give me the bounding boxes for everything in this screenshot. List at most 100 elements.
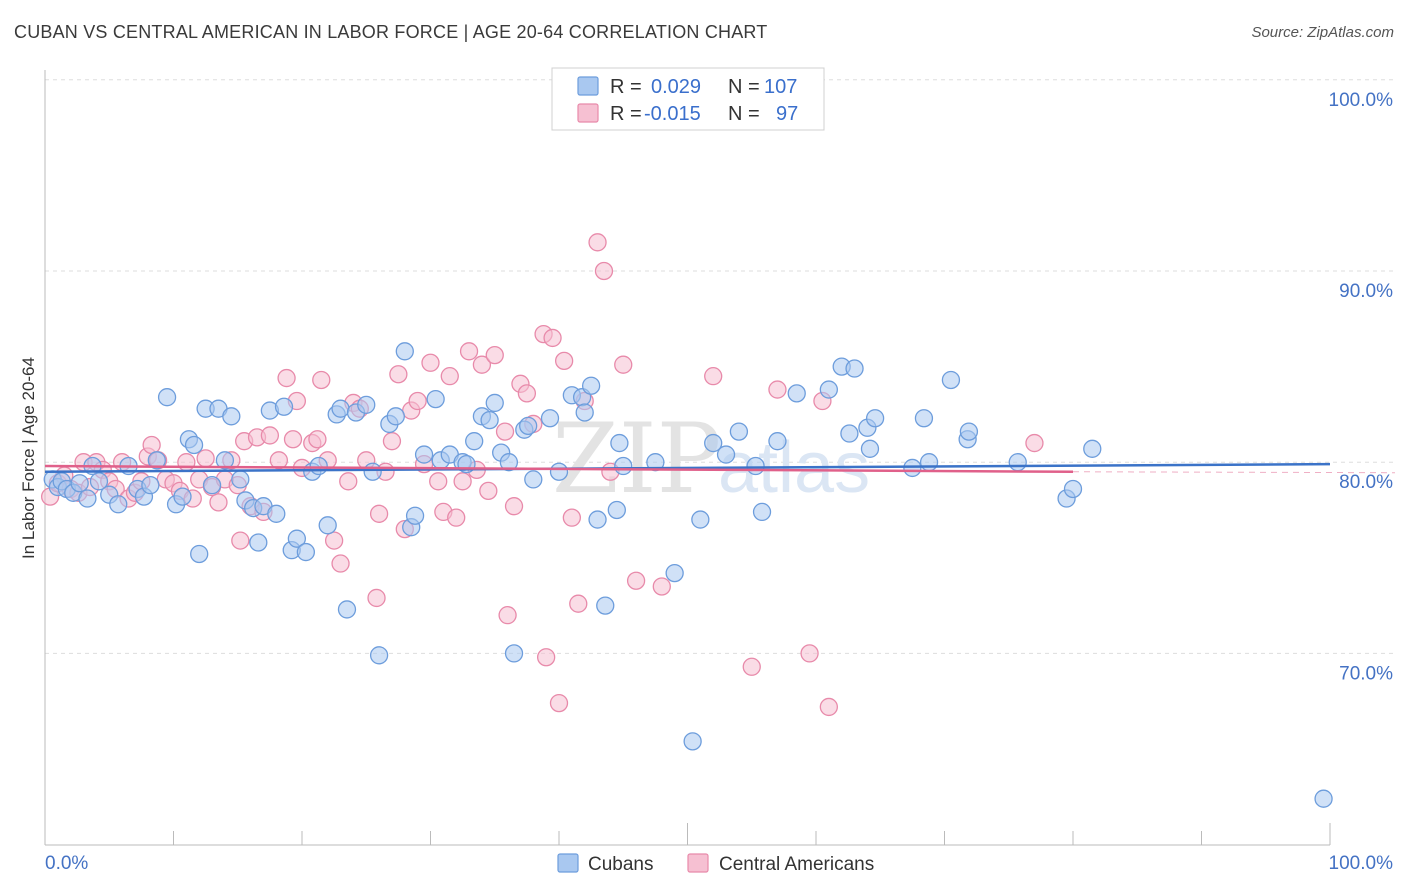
- cubans-point: [184, 435, 204, 455]
- cubans-point: [752, 502, 772, 522]
- cubans-point: [215, 451, 235, 470]
- chart-title: CUBAN VS CENTRAL AMERICAN IN LABOR FORCE…: [14, 22, 768, 42]
- watermark: ZIP atlas: [552, 403, 870, 515]
- central-americans-point: [504, 497, 524, 516]
- watermark-zip: ZIP: [552, 403, 721, 515]
- x-tick-label: 100.0%: [1329, 853, 1394, 874]
- cubans-point: [480, 410, 499, 430]
- central-americans-point: [339, 472, 358, 491]
- cubans-point: [231, 470, 250, 489]
- central-americans-point: [331, 554, 350, 573]
- cubans-point: [147, 451, 166, 470]
- cubans-point: [540, 409, 560, 428]
- central-americans-point: [324, 531, 344, 550]
- cubans-point: [691, 510, 710, 529]
- cubans-trend-line: [44, 462, 1331, 474]
- cubans-point: [581, 376, 601, 395]
- cubans-point: [141, 475, 160, 495]
- cubans-point: [465, 432, 484, 451]
- central-americans-point: [626, 571, 646, 590]
- cubans-point: [549, 462, 569, 481]
- cubans-point: [363, 462, 382, 481]
- central-americans-point: [283, 430, 303, 449]
- cubans-point: [914, 409, 934, 428]
- bottom-legend-label-cubans: Cubans: [588, 854, 654, 875]
- central-americans-point: [429, 472, 448, 491]
- cubans-point: [499, 453, 519, 472]
- cubans-point: [109, 495, 128, 514]
- cubans-point: [768, 432, 787, 451]
- central-americans-point: [231, 531, 250, 550]
- cubans-point: [405, 506, 425, 525]
- cubans-point: [309, 456, 328, 476]
- cubans-point: [296, 542, 316, 562]
- cubans-point: [865, 409, 885, 428]
- legend-swatch-central: [577, 103, 599, 123]
- y-tick-label: 70.0%: [1339, 663, 1393, 684]
- cubans-point: [614, 456, 633, 476]
- bottom-legend: Cubans Central Americans: [557, 853, 874, 875]
- cubans-point: [845, 359, 864, 378]
- central-americans-point: [554, 351, 574, 371]
- central-americans-point: [209, 493, 228, 512]
- cubans-point: [274, 397, 294, 416]
- cubans-point: [646, 453, 665, 472]
- central-americans-point: [367, 588, 386, 608]
- cubans-point: [357, 395, 376, 414]
- legend-n-value-cubans: 107: [764, 76, 797, 98]
- cubans-point: [941, 370, 961, 390]
- cubans-point: [222, 407, 241, 426]
- central-americans-point: [277, 368, 296, 388]
- cubans-point: [746, 456, 765, 476]
- cubans-point: [704, 433, 723, 453]
- central-americans-point: [800, 644, 819, 663]
- central-americans-point: [495, 422, 515, 441]
- cubans-point: [70, 474, 89, 493]
- cubans-point: [903, 458, 922, 478]
- cubans-point: [596, 596, 615, 615]
- cubans-point: [819, 380, 838, 399]
- y-tick-label: 100.0%: [1329, 90, 1394, 111]
- cubans-point: [395, 342, 414, 361]
- cubans-point: [369, 646, 389, 665]
- central-americans-point: [588, 233, 607, 252]
- central-americans-point: [472, 355, 492, 374]
- cubans-point: [337, 600, 357, 619]
- grid-lines: [45, 79, 1395, 654]
- central-americans-point: [177, 453, 196, 472]
- cubans-point: [575, 403, 594, 422]
- central-americans-point: [537, 648, 556, 667]
- central-americans-point: [369, 504, 389, 523]
- central-americans-point: [704, 367, 723, 386]
- central-americans-point: [498, 606, 517, 625]
- legend-r-value-central: -0.015: [644, 103, 701, 125]
- central-americans-point: [562, 508, 581, 527]
- central-americans-point: [312, 370, 331, 390]
- cubans-point: [787, 384, 806, 403]
- cubans-point: [860, 439, 880, 458]
- cubans-point: [173, 487, 192, 506]
- central-americans-point: [768, 380, 787, 399]
- legend-swatch-cubans: [577, 76, 599, 96]
- axes: [44, 70, 1331, 846]
- central-americans-point: [459, 342, 479, 361]
- cubans-point: [959, 422, 979, 441]
- source-label: Source: ZipAtlas.com: [1251, 24, 1394, 41]
- cubans-point: [485, 393, 504, 413]
- cubans-point: [683, 732, 702, 751]
- central-americans-point: [421, 353, 440, 372]
- central-americans-point: [479, 481, 498, 501]
- central-americans-point: [819, 697, 838, 717]
- legend-r-label-cubans: R =: [610, 76, 642, 98]
- central-americans-point: [382, 432, 402, 451]
- cubans-point: [665, 563, 684, 583]
- central-americans-points: [40, 233, 1044, 717]
- bottom-legend-swatch-central: [687, 853, 709, 873]
- central-americans-point: [389, 365, 408, 384]
- cubans-point: [318, 516, 337, 535]
- central-americans-point: [742, 657, 761, 676]
- cubans-point: [1063, 479, 1083, 499]
- central-americans-point: [142, 435, 161, 455]
- cubans-point: [267, 504, 286, 523]
